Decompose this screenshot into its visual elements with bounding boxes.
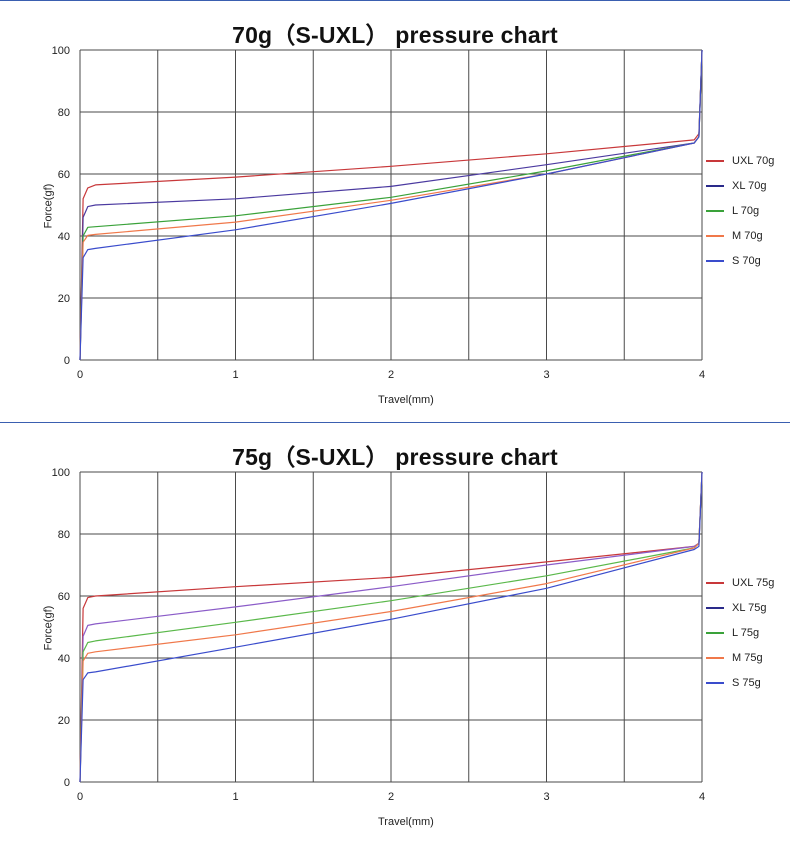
- section-divider: [0, 422, 790, 423]
- y-tick-label: 20: [58, 293, 70, 305]
- y-tick-label: 100: [52, 467, 70, 479]
- series-line-s-70g: [79, 49, 703, 361]
- legend-label: S 70g: [732, 254, 761, 267]
- y-tick-label: 60: [58, 169, 70, 181]
- y-tick-label: 40: [58, 653, 70, 665]
- x-tick-label: 4: [699, 369, 705, 381]
- chart-panel-75g: 75g（S-UXL） pressure chart 0 20 40 60 80 100 0 1…: [0, 422, 790, 843]
- legend: UXL 70g XL 70g L 70g M 70g S 70g: [706, 148, 774, 273]
- x-tick-label: 3: [543, 791, 549, 803]
- legend-label: M 70g: [732, 229, 763, 242]
- legend-label: XL 75g: [732, 601, 767, 614]
- y-axis-label: Force(gf): [42, 605, 55, 651]
- y-axis-label: Force(gf): [42, 183, 55, 229]
- y-tick-label: 100: [52, 45, 70, 57]
- x-tick-label: 0: [77, 369, 83, 381]
- legend-swatch: [706, 581, 724, 584]
- legend-label: S 75g: [732, 676, 761, 689]
- chart-panel-70g: 70g（S-UXL） pressure chart 0 20 40 60 80 100 0 1…: [0, 0, 790, 421]
- legend-label: L 75g: [732, 626, 760, 639]
- legend-item: L 70g: [706, 198, 774, 223]
- legend-item: UXL 70g: [706, 148, 774, 173]
- x-tick-label: 1: [232, 369, 238, 381]
- y-tick-label: 80: [58, 107, 70, 119]
- legend-swatch: [706, 209, 724, 212]
- x-tick-label: 3: [543, 369, 549, 381]
- legend-label: UXL 70g: [732, 154, 775, 167]
- legend-item: XL 75g: [706, 595, 774, 620]
- legend-swatch: [706, 234, 724, 237]
- x-tick-label: 0: [77, 791, 83, 803]
- legend-label: UXL 75g: [732, 576, 775, 589]
- chart-plot-70g: 0 20 40 60 80 100 0 1 2 3 4: [52, 45, 705, 381]
- y-tick-label: 40: [58, 231, 70, 243]
- legend-item: M 75g: [706, 645, 774, 670]
- legend-swatch: [706, 184, 724, 187]
- y-tick-label: 60: [58, 591, 70, 603]
- chart-title: 75g（S-UXL） pressure chart: [232, 444, 558, 470]
- x-axis-label: Travel(mm): [378, 816, 434, 828]
- legend-item: UXL 75g: [706, 570, 774, 595]
- series-line-m-75g: [79, 471, 703, 783]
- chart-plot-75g: 0 20 40 60 80 100 0 1 2 3 4: [52, 467, 705, 803]
- legend-swatch: [706, 631, 724, 634]
- legend-swatch: [706, 681, 724, 684]
- legend-item: M 70g: [706, 223, 774, 248]
- legend-swatch: [706, 606, 724, 609]
- legend-swatch: [706, 159, 724, 162]
- legend-label: L 70g: [732, 204, 760, 217]
- x-tick-label: 2: [388, 791, 394, 803]
- x-tick-label: 4: [699, 791, 705, 803]
- chart-title: 70g（S-UXL） pressure chart: [232, 22, 558, 48]
- legend-item: L 75g: [706, 620, 774, 645]
- x-tick-label: 1: [232, 791, 238, 803]
- legend-item: XL 70g: [706, 173, 774, 198]
- legend-item: S 70g: [706, 248, 774, 273]
- series-line-uxl-70g: [79, 49, 703, 361]
- x-tick-label: 2: [388, 369, 394, 381]
- legend-label: M 75g: [732, 651, 763, 664]
- y-tick-label: 20: [58, 715, 70, 727]
- legend-label: XL 70g: [732, 179, 767, 192]
- legend-item: S 75g: [706, 670, 774, 695]
- legend-swatch: [706, 259, 724, 262]
- y-tick-label: 80: [58, 529, 70, 541]
- legend-swatch: [706, 656, 724, 659]
- series-line-s-75g: [79, 471, 703, 783]
- y-tick-label: 0: [64, 355, 70, 367]
- legend: UXL 75g XL 75g L 75g M 75g S 75g: [706, 570, 774, 695]
- x-axis-label: Travel(mm): [378, 394, 434, 406]
- top-divider: [0, 0, 790, 1]
- y-tick-label: 0: [64, 777, 70, 789]
